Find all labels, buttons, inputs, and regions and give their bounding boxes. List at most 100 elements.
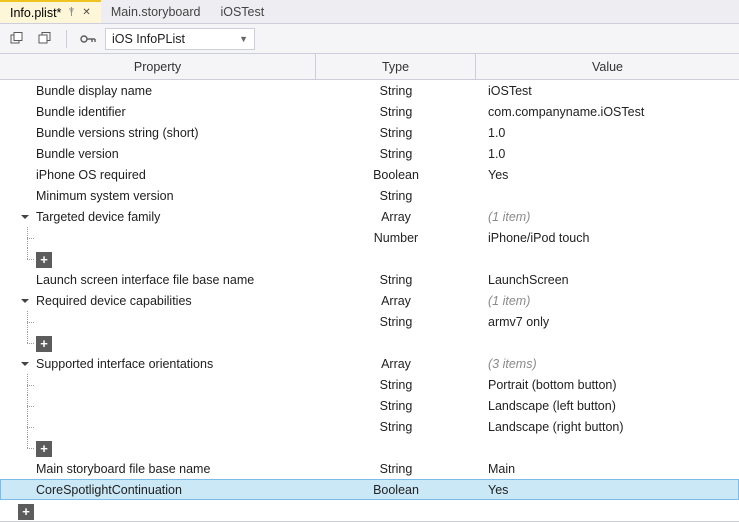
plist-row[interactable]: Targeted device familyArray(1 item) [0,206,739,227]
type-cell[interactable] [316,248,476,269]
property-cell[interactable]: CoreSpotlightContinuation [0,479,316,500]
add-button[interactable]: + [18,504,34,520]
add-row[interactable]: + [0,437,739,458]
add-button[interactable]: + [36,252,52,268]
add-row[interactable]: + [0,332,739,353]
property-cell[interactable] [0,395,316,416]
type-cell[interactable]: String [316,185,476,206]
type-cell[interactable]: String [316,80,476,101]
plist-row[interactable]: Launch screen interface file base nameSt… [0,269,739,290]
value-cell[interactable]: iPhone/iPod touch [476,227,739,248]
value-cell[interactable] [476,332,739,353]
type-cell[interactable]: String [316,374,476,395]
value-cell[interactable]: com.companyname.iOSTest [476,101,739,122]
type-cell[interactable] [316,437,476,458]
type-cell[interactable]: String [316,395,476,416]
value-cell[interactable]: iOSTest [476,80,739,101]
plist-row[interactable]: StringLandscape (left button) [0,395,739,416]
property-cell[interactable] [0,416,316,437]
value-cell[interactable]: (1 item) [476,206,739,227]
value-cell[interactable]: Landscape (left button) [476,395,739,416]
property-cell[interactable]: Targeted device family [0,206,316,227]
plist-row[interactable]: Minimum system versionString [0,185,739,206]
plist-row[interactable]: Bundle display nameStringiOSTest [0,80,739,101]
plist-row[interactable]: iPhone OS requiredBooleanYes [0,164,739,185]
type-cell[interactable]: Array [316,290,476,311]
value-cell[interactable] [476,185,739,206]
pin-icon[interactable] [67,7,76,19]
header-type[interactable]: Type [316,54,476,79]
expand-all-button[interactable] [6,28,28,50]
schema-combo[interactable]: iOS InfoPList ▼ [105,28,255,50]
plist-row[interactable]: StringLandscape (right button) [0,416,739,437]
plist-row[interactable]: CoreSpotlightContinuationBooleanYes [0,479,739,500]
value-cell[interactable]: (1 item) [476,290,739,311]
type-cell[interactable]: Array [316,206,476,227]
type-cell[interactable]: String [316,311,476,332]
tab[interactable]: Main.storyboard [101,0,211,23]
type-cell[interactable]: String [316,458,476,479]
header-value[interactable]: Value [476,54,739,79]
property-cell[interactable]: Required device capabilities [0,290,316,311]
close-icon[interactable]: ✕ [82,7,90,18]
tab[interactable]: iOSTest [210,0,274,23]
collapse-all-button[interactable] [34,28,56,50]
value-cell[interactable]: (3 items) [476,353,739,374]
plist-row[interactable]: Supported interface orientationsArray(3 … [0,353,739,374]
property-cell[interactable]: + [0,437,316,458]
value-cell[interactable]: Yes [476,164,739,185]
expander-icon[interactable] [18,357,32,371]
property-cell[interactable]: Main storyboard file base name [0,458,316,479]
type-cell[interactable]: String [316,416,476,437]
type-cell[interactable]: Boolean [316,479,476,500]
value-cell[interactable]: Main [476,458,739,479]
plist-row[interactable]: StringPortrait (bottom button) [0,374,739,395]
expander-icon[interactable] [18,294,32,308]
expander-icon[interactable] [18,210,32,224]
value-cell[interactable]: Portrait (bottom button) [476,374,739,395]
type-cell[interactable]: String [316,122,476,143]
add-button[interactable]: + [36,336,52,352]
property-cell[interactable] [0,227,316,248]
value-cell[interactable]: Landscape (right button) [476,416,739,437]
type-cell[interactable]: Number [316,227,476,248]
property-cell[interactable]: + [0,332,316,353]
property-cell[interactable]: Supported interface orientations [0,353,316,374]
value-cell[interactable] [476,437,739,458]
type-cell[interactable]: Array [316,353,476,374]
type-cell[interactable]: String [316,269,476,290]
type-cell[interactable]: String [316,101,476,122]
tab-label: Main.storyboard [111,5,201,19]
property-cell[interactable] [0,311,316,332]
property-cell[interactable]: Bundle display name [0,80,316,101]
plist-row[interactable]: Stringarmv7 only [0,311,739,332]
add-button[interactable]: + [36,441,52,457]
plist-row[interactable]: Bundle identifierStringcom.companyname.i… [0,101,739,122]
key-toggle-button[interactable] [77,28,99,50]
property-cell[interactable]: Launch screen interface file base name [0,269,316,290]
value-cell[interactable]: 1.0 [476,122,739,143]
value-cell[interactable]: armv7 only [476,311,739,332]
value-cell[interactable]: Yes [476,479,739,500]
property-cell[interactable]: Bundle version [0,143,316,164]
plist-row[interactable]: Bundle versionString1.0 [0,143,739,164]
header-property[interactable]: Property [0,54,316,79]
tab[interactable]: Info.plist*✕ [0,0,101,23]
plist-row[interactable]: Required device capabilitiesArray(1 item… [0,290,739,311]
property-cell[interactable]: Minimum system version [0,185,316,206]
property-cell[interactable]: Bundle identifier [0,101,316,122]
value-cell[interactable] [476,248,739,269]
plist-row[interactable]: Bundle versions string (short)String1.0 [0,122,739,143]
add-row[interactable]: + [0,248,739,269]
property-cell[interactable]: iPhone OS required [0,164,316,185]
plist-row[interactable]: Main storyboard file base nameStringMain [0,458,739,479]
property-cell[interactable]: + [0,248,316,269]
plist-row[interactable]: NumberiPhone/iPod touch [0,227,739,248]
type-cell[interactable]: Boolean [316,164,476,185]
type-cell[interactable]: String [316,143,476,164]
property-cell[interactable] [0,374,316,395]
value-cell[interactable]: LaunchScreen [476,269,739,290]
property-cell[interactable]: Bundle versions string (short) [0,122,316,143]
value-cell[interactable]: 1.0 [476,143,739,164]
type-cell[interactable] [316,332,476,353]
